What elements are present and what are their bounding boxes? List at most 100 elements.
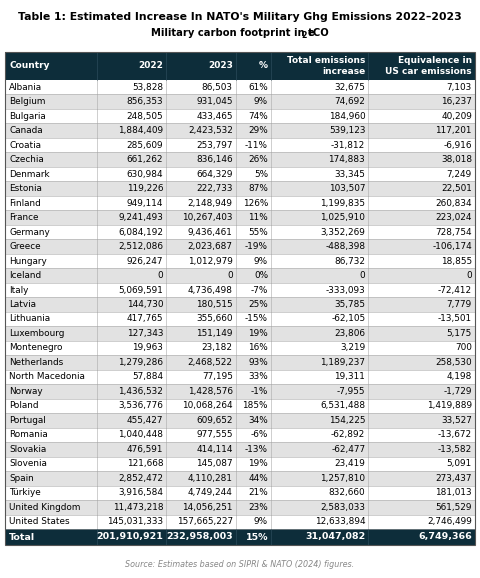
Bar: [5, 384, 475, 399]
Text: Total emissions
increase: Total emissions increase: [287, 57, 365, 76]
Text: Spain: Spain: [9, 474, 34, 483]
Text: 1,257,810: 1,257,810: [320, 474, 365, 483]
Text: -62,892: -62,892: [331, 431, 365, 439]
Text: Norway: Norway: [9, 387, 43, 396]
Text: 3,916,584: 3,916,584: [118, 488, 163, 497]
Text: -62,477: -62,477: [331, 445, 365, 454]
Text: Czechia: Czechia: [9, 155, 44, 164]
Bar: [5, 167, 475, 181]
Text: 1,199,835: 1,199,835: [320, 199, 365, 208]
Text: 7,779: 7,779: [447, 300, 472, 309]
Bar: [5, 94, 475, 109]
Text: 728,754: 728,754: [435, 228, 472, 236]
Text: 117,201: 117,201: [435, 126, 472, 135]
Bar: [5, 109, 475, 124]
Text: 258,530: 258,530: [435, 358, 472, 367]
Text: Slovenia: Slovenia: [9, 460, 47, 468]
Text: 15%: 15%: [245, 532, 268, 542]
Text: 285,609: 285,609: [127, 140, 163, 150]
Text: 77,195: 77,195: [202, 372, 233, 381]
Text: 151,149: 151,149: [196, 329, 233, 338]
Text: 53,828: 53,828: [132, 83, 163, 92]
Text: 21%: 21%: [248, 488, 268, 497]
Text: 55%: 55%: [248, 228, 268, 236]
Text: 145,087: 145,087: [196, 460, 233, 468]
Text: -7%: -7%: [251, 286, 268, 295]
Text: 355,660: 355,660: [196, 314, 233, 324]
Text: Italy: Italy: [9, 286, 28, 295]
Text: -72,412: -72,412: [438, 286, 472, 295]
Text: 14,056,251: 14,056,251: [182, 503, 233, 512]
Text: 119,226: 119,226: [127, 184, 163, 193]
Text: 248,505: 248,505: [127, 112, 163, 121]
Text: 12,633,894: 12,633,894: [315, 517, 365, 526]
Text: 931,045: 931,045: [196, 97, 233, 106]
Text: 2,023,687: 2,023,687: [188, 242, 233, 251]
Text: -6,916: -6,916: [444, 140, 472, 150]
Text: 185%: 185%: [242, 401, 268, 410]
Text: -15%: -15%: [245, 314, 268, 324]
Bar: [5, 370, 475, 384]
Text: 19,311: 19,311: [335, 372, 365, 381]
Text: Source: Estimates based on SIPRI & NATO (2024) figures.: Source: Estimates based on SIPRI & NATO …: [125, 560, 355, 569]
Bar: [5, 340, 475, 355]
Text: Canada: Canada: [9, 126, 43, 135]
Text: 184,960: 184,960: [329, 112, 365, 121]
Text: 6,531,488: 6,531,488: [320, 401, 365, 410]
Text: 16%: 16%: [248, 343, 268, 353]
Text: 561,529: 561,529: [435, 503, 472, 512]
Text: 476,591: 476,591: [127, 445, 163, 454]
Text: 253,797: 253,797: [196, 140, 233, 150]
Text: 181,013: 181,013: [435, 488, 472, 497]
Bar: [5, 153, 475, 167]
Text: -7,955: -7,955: [337, 387, 365, 396]
Text: United States: United States: [9, 517, 70, 526]
Text: 2,468,522: 2,468,522: [188, 358, 233, 367]
Text: Bulgaria: Bulgaria: [9, 112, 46, 121]
Bar: [5, 124, 475, 138]
Text: 9,436,461: 9,436,461: [188, 228, 233, 236]
Text: -13,672: -13,672: [438, 431, 472, 439]
Bar: [5, 428, 475, 442]
Text: 10,068,264: 10,068,264: [182, 401, 233, 410]
Text: 949,114: 949,114: [127, 199, 163, 208]
Text: 0: 0: [227, 271, 233, 280]
Text: France: France: [9, 213, 38, 222]
Text: Greece: Greece: [9, 242, 41, 251]
Text: 180,515: 180,515: [196, 300, 233, 309]
Text: 93%: 93%: [248, 358, 268, 367]
Text: 2,852,472: 2,852,472: [118, 474, 163, 483]
Text: 417,765: 417,765: [127, 314, 163, 324]
Text: 29%: 29%: [248, 126, 268, 135]
Text: -31,812: -31,812: [331, 140, 365, 150]
Text: 700: 700: [455, 343, 472, 353]
Bar: [5, 138, 475, 153]
Text: 836,146: 836,146: [196, 155, 233, 164]
Text: Luxembourg: Luxembourg: [9, 329, 64, 338]
Text: 103,507: 103,507: [329, 184, 365, 193]
Text: 35,785: 35,785: [334, 300, 365, 309]
Text: 23,182: 23,182: [202, 343, 233, 353]
Text: Estonia: Estonia: [9, 184, 42, 193]
Text: -6%: -6%: [251, 431, 268, 439]
Text: 7,249: 7,249: [447, 170, 472, 179]
Text: 19%: 19%: [248, 460, 268, 468]
Text: Albania: Albania: [9, 83, 42, 92]
Text: 126%: 126%: [243, 199, 268, 208]
Text: 32,675: 32,675: [335, 83, 365, 92]
Text: 273,437: 273,437: [435, 474, 472, 483]
Text: 2,148,949: 2,148,949: [188, 199, 233, 208]
Text: Montenegro: Montenegro: [9, 343, 62, 353]
Text: 23,806: 23,806: [334, 329, 365, 338]
Text: Country: Country: [9, 61, 49, 71]
Text: e: e: [308, 28, 314, 38]
Bar: [5, 225, 475, 239]
Text: Table 1: Estimated Increase In NATO's Military Ghg Emissions 2022–2023: Table 1: Estimated Increase In NATO's Mi…: [18, 12, 462, 22]
Text: 2023: 2023: [208, 61, 233, 71]
Text: 144,730: 144,730: [127, 300, 163, 309]
Text: 455,427: 455,427: [127, 416, 163, 425]
Text: 11,473,218: 11,473,218: [113, 503, 163, 512]
Text: 1,428,576: 1,428,576: [188, 387, 233, 396]
Text: 0: 0: [467, 271, 472, 280]
Text: 5,091: 5,091: [447, 460, 472, 468]
